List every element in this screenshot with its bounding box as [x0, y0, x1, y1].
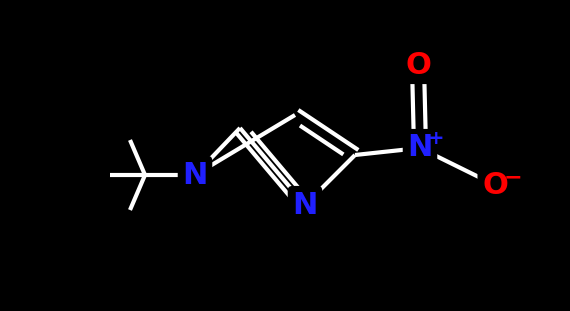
Text: +: +	[428, 128, 444, 147]
Text: N: N	[182, 160, 207, 189]
Text: −: −	[504, 167, 522, 187]
Text: O: O	[405, 50, 431, 80]
Text: N: N	[292, 191, 317, 220]
Text: N: N	[408, 133, 433, 163]
Text: O: O	[482, 170, 508, 199]
